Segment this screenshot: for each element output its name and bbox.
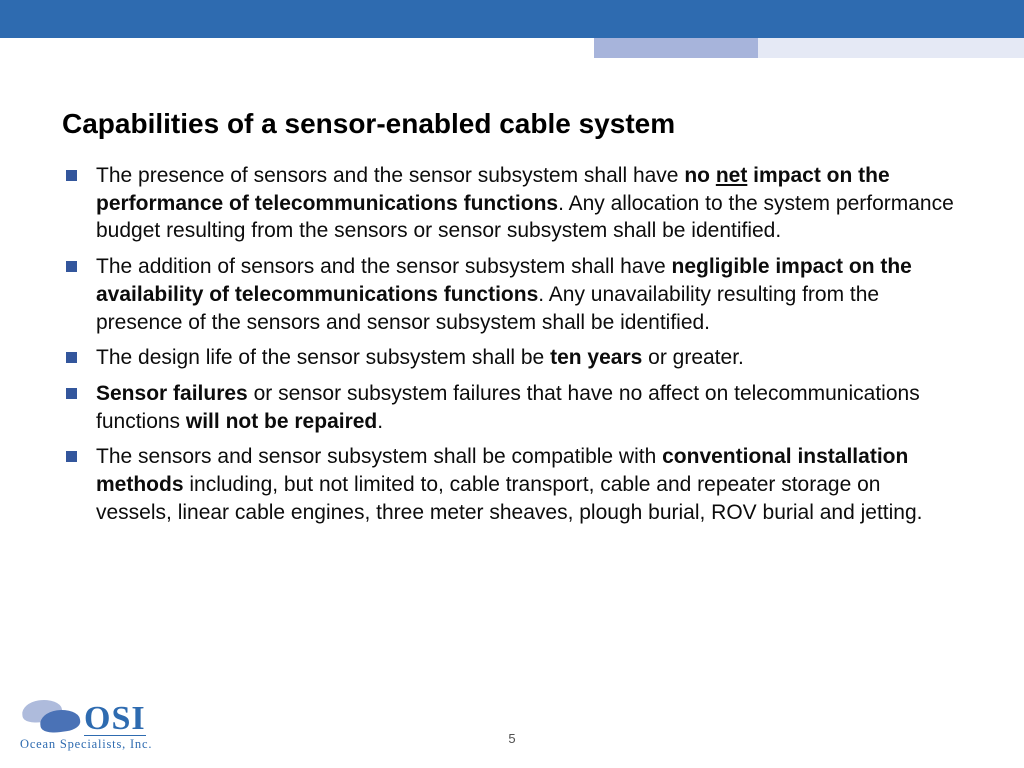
logo-acronym: OSI bbox=[84, 703, 146, 736]
slide-footer: OSI Ocean Specialists, Inc. 5 bbox=[0, 682, 1024, 752]
bullet-item: The sensors and sensor subsystem shall b… bbox=[96, 443, 962, 526]
text-run: The sensors and sensor subsystem shall b… bbox=[96, 445, 662, 468]
dolphin-icon bbox=[20, 700, 82, 736]
text-run: . bbox=[377, 410, 383, 433]
logo-top-row: OSI bbox=[20, 700, 220, 736]
text-run: The presence of sensors and the sensor s… bbox=[96, 164, 684, 187]
text-run: or greater. bbox=[642, 346, 744, 369]
text-run: ten years bbox=[550, 346, 642, 369]
sub-bar-segment bbox=[758, 38, 1024, 58]
sub-bar-segment bbox=[594, 38, 758, 58]
logo-company-name: Ocean Specialists, Inc. bbox=[20, 737, 220, 752]
slide-title: Capabilities of a sensor-enabled cable s… bbox=[62, 108, 962, 140]
text-run: net bbox=[716, 164, 748, 187]
header-bar bbox=[0, 0, 1024, 38]
text-run: The design life of the sensor subsystem … bbox=[96, 346, 550, 369]
bullet-item: The presence of sensors and the sensor s… bbox=[96, 162, 962, 245]
text-run: The addition of sensors and the sensor s… bbox=[96, 255, 672, 278]
bullet-item: The addition of sensors and the sensor s… bbox=[96, 253, 962, 336]
text-run: will not be repaired bbox=[186, 410, 377, 433]
bullet-item: Sensor failures or sensor subsystem fail… bbox=[96, 380, 962, 435]
bullet-item: The design life of the sensor subsystem … bbox=[96, 344, 962, 372]
text-run: no bbox=[684, 164, 716, 187]
sub-header-bar bbox=[0, 38, 1024, 58]
sub-bar-segment bbox=[0, 38, 594, 58]
text-run: Sensor failures bbox=[96, 382, 248, 405]
bullet-list: The presence of sensors and the sensor s… bbox=[62, 162, 962, 527]
text-run: including, but not limited to, cable tra… bbox=[96, 473, 922, 524]
company-logo: OSI Ocean Specialists, Inc. bbox=[20, 700, 220, 752]
slide-content: Capabilities of a sensor-enabled cable s… bbox=[0, 58, 1024, 527]
page-number: 5 bbox=[508, 731, 515, 746]
